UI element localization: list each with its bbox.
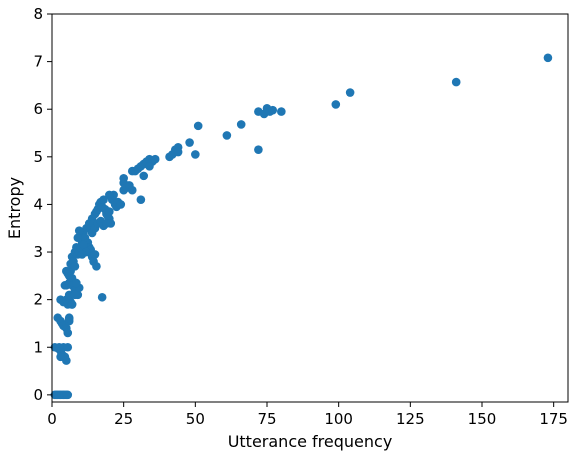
data-point [331,100,341,109]
x-tick-label: 175 [539,410,568,428]
data-point [105,190,114,200]
data-point [236,120,246,129]
data-point [136,195,146,204]
x-tick-label: 100 [324,410,353,428]
data-point [191,150,200,159]
data-point [72,278,81,288]
data-point [79,240,88,250]
x-tick-label: 50 [186,410,205,428]
y-axis-label: Entropy [5,177,24,239]
data-point [345,88,355,97]
points-layer [50,53,553,400]
data-point [90,250,100,259]
data-point [99,195,108,204]
x-tick-label: 25 [114,410,133,428]
data-point [63,328,73,338]
x-tick-label: 150 [468,410,497,428]
y-tick-label: 4 [33,195,43,213]
y-tick-label: 1 [33,338,43,356]
x-tick-label: 125 [396,410,425,428]
data-point [150,154,160,164]
data-point [116,200,126,209]
x-axis-label: Utterance frequency [228,432,393,451]
data-point [543,53,553,63]
data-point [119,173,128,183]
data-point [56,352,65,362]
data-point [63,342,73,352]
data-point [222,131,232,140]
data-point [185,138,194,147]
data-point [64,314,74,323]
y-tick-label: 7 [33,53,43,71]
data-point [92,262,101,271]
y-tick-label: 5 [33,148,43,166]
data-point [145,162,154,171]
data-point [106,219,116,228]
y-tick-label: 0 [33,386,43,404]
y-axis: 0 1 2 3 4 5 6 7 8 [33,5,52,404]
data-point [97,292,107,302]
x-axis: 0 25 50 75 100 125 150 175 [47,402,568,428]
data-point [193,121,203,131]
data-point [77,250,87,259]
data-point [173,147,183,157]
y-tick-label: 3 [33,243,43,261]
data-point [451,77,461,87]
data-point [70,290,80,300]
data-point [63,390,73,400]
data-point [105,207,114,216]
data-point [139,171,149,181]
data-point [277,107,286,116]
data-point [67,300,77,309]
x-tick-label: 75 [257,410,276,428]
data-point [73,233,83,243]
data-point [74,226,84,235]
y-tick-label: 8 [33,5,43,23]
data-point [268,105,278,115]
data-point [127,185,137,195]
data-point [254,145,263,154]
y-tick-label: 2 [33,291,43,309]
x-tick-label: 0 [47,410,57,428]
data-point [70,262,80,271]
plot-area-frame [51,13,569,403]
y-tick-label: 6 [33,100,43,118]
